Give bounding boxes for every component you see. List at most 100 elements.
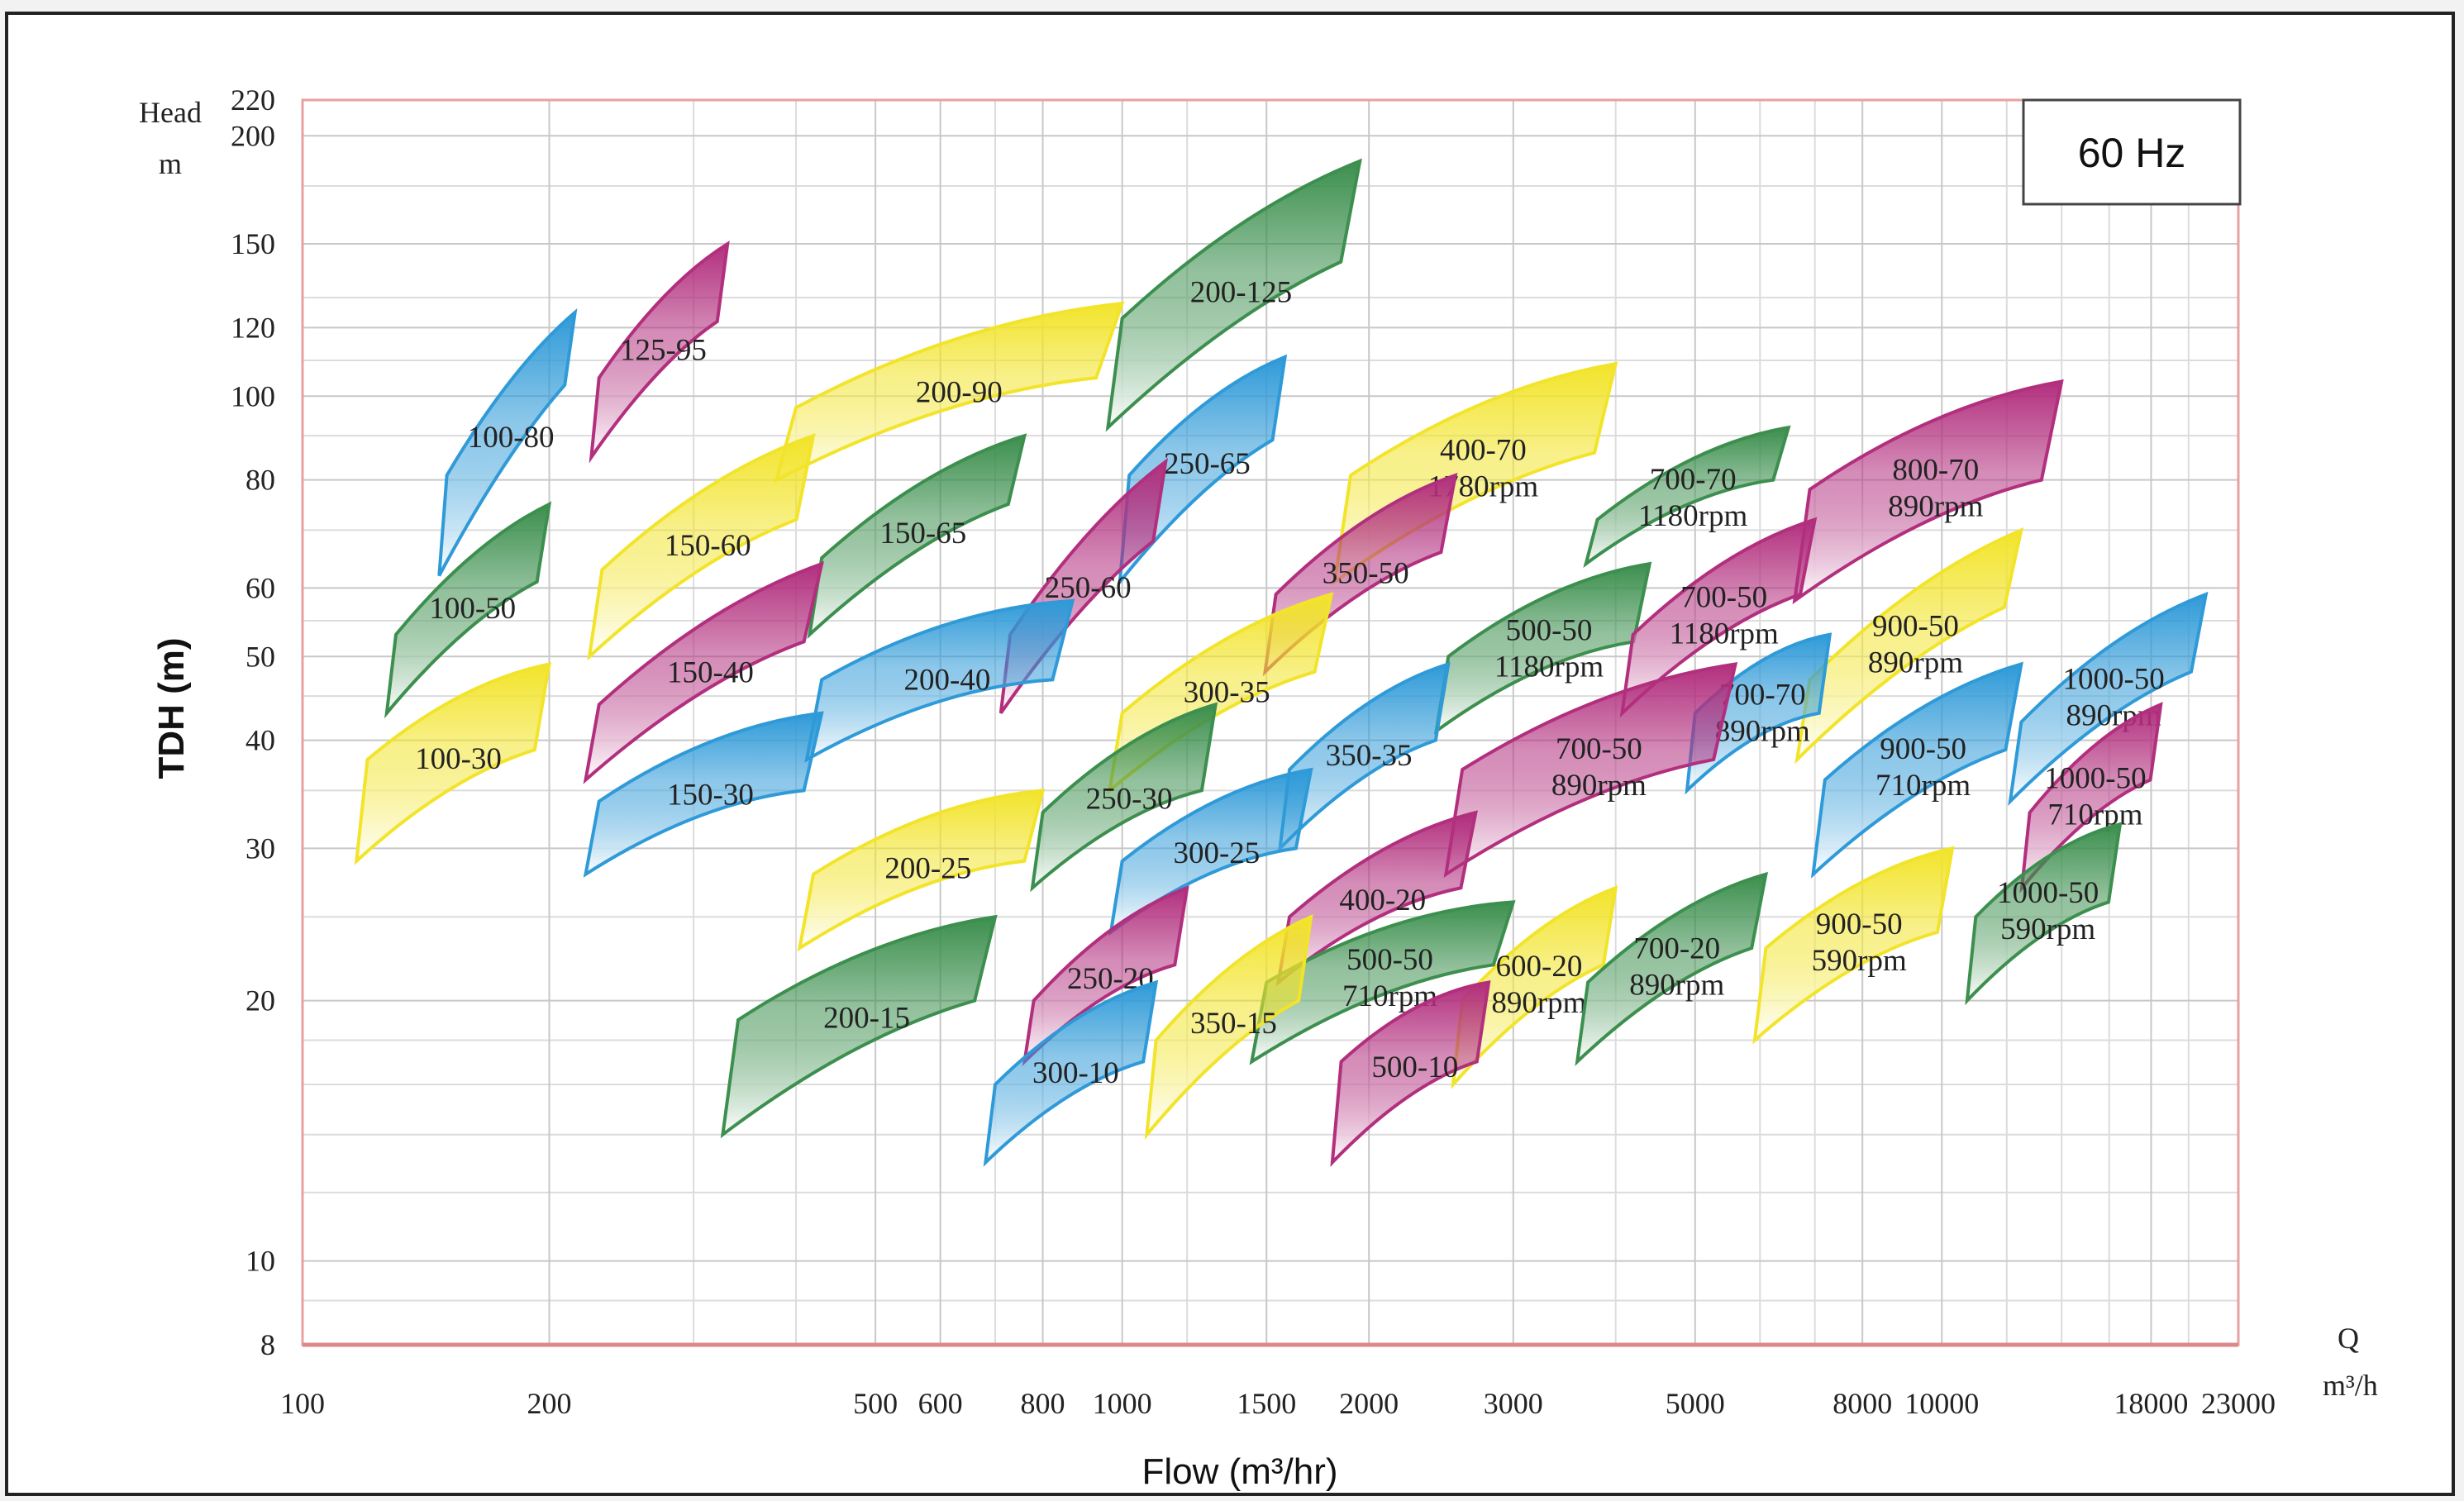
pump-area bbox=[1030, 702, 1218, 893]
pump-area bbox=[774, 301, 1125, 484]
pump-area bbox=[1792, 379, 2064, 605]
pump-region: 200-125 bbox=[1105, 158, 1362, 432]
pump-label: 890rpm bbox=[1888, 489, 1983, 523]
y-tick-label: 30 bbox=[245, 832, 275, 865]
pump-label: 200-15 bbox=[823, 1002, 910, 1036]
pump-label: 700-50 bbox=[1556, 732, 1642, 766]
pump-region: 150-40 bbox=[583, 560, 824, 784]
x-tick-label: 200 bbox=[527, 1387, 572, 1420]
x-unit-q: Q bbox=[2338, 1322, 2359, 1355]
x-axis-label: Flow (m³/hr) bbox=[1141, 1451, 1337, 1492]
y-tick-label: 200 bbox=[231, 119, 275, 152]
pump-region: 200-40 bbox=[804, 598, 1075, 763]
pump-area bbox=[1965, 822, 2123, 1006]
pump-area bbox=[983, 979, 1159, 1167]
pump-label: 1180rpm bbox=[1670, 617, 1779, 651]
pump-area bbox=[1810, 661, 2023, 879]
y-unit-m: m bbox=[159, 147, 182, 180]
pump-label: 350-15 bbox=[1190, 1007, 1277, 1041]
pump-area bbox=[720, 914, 998, 1139]
y-tick-label: 60 bbox=[245, 571, 275, 604]
pump-area bbox=[583, 711, 824, 878]
pump-label: 200-40 bbox=[904, 664, 991, 698]
pump-region: 250-20 bbox=[1022, 885, 1189, 1067]
pump-label: 500-50 bbox=[1346, 943, 1433, 977]
pump-label: 200-125 bbox=[1190, 275, 1292, 309]
pump-area bbox=[804, 598, 1075, 763]
pump-label: 600-20 bbox=[1496, 950, 1583, 984]
pump-area bbox=[1330, 980, 1491, 1167]
pump-label: 590rpm bbox=[2000, 913, 2095, 946]
pump-region: 250-30 bbox=[1030, 702, 1218, 893]
pump-area bbox=[589, 241, 730, 464]
pump-label: 900-50 bbox=[1872, 609, 1959, 643]
pump-label: 590rpm bbox=[1812, 944, 1907, 978]
pump-label: 890rpm bbox=[1629, 968, 1724, 1002]
pump-area bbox=[384, 501, 552, 719]
pump-area bbox=[1443, 662, 1738, 878]
pump-label: 250-30 bbox=[1086, 783, 1173, 817]
pump-label: 350-50 bbox=[1323, 557, 1409, 591]
pump-region: 500-10 bbox=[1330, 980, 1491, 1167]
y-tick-label: 10 bbox=[245, 1245, 275, 1278]
pump-region: 200-25 bbox=[797, 789, 1046, 952]
pump-label: 300-35 bbox=[1184, 676, 1270, 710]
pump-region: 100-80 bbox=[437, 307, 578, 577]
pump-label: 890rpm bbox=[1491, 986, 1586, 1020]
x-tick-label: 2000 bbox=[1339, 1387, 1399, 1420]
x-tick-label: 8000 bbox=[1833, 1387, 1892, 1420]
x-tick-label: 18000 bbox=[2114, 1387, 2188, 1420]
pump-label: 700-50 bbox=[1680, 581, 1767, 615]
pump-region: 250-65 bbox=[1118, 354, 1288, 588]
x-tick-label: 23000 bbox=[2201, 1387, 2276, 1420]
pump-area bbox=[1118, 354, 1288, 588]
x-tick-label: 500 bbox=[853, 1387, 898, 1420]
pump-label: 890rpm bbox=[1868, 646, 1963, 679]
pump-area bbox=[1685, 632, 1833, 795]
pump-label: 200-90 bbox=[916, 376, 1003, 410]
axis-ticks: 100 200 500 600 800 1000 1500 2000 3000 5000 8000 1… bbox=[231, 83, 2276, 1420]
pump-area bbox=[587, 433, 816, 661]
pump-region: 150-65 bbox=[807, 433, 1027, 640]
y-tick-label: 20 bbox=[245, 984, 275, 1017]
pump-label: 800-70 bbox=[1892, 453, 1979, 487]
pump-label: 890rpm bbox=[1715, 714, 1810, 748]
pump-label: 1180rpm bbox=[1638, 499, 1747, 533]
pump-label: 300-25 bbox=[1173, 836, 1260, 870]
pump-label: 150-30 bbox=[667, 779, 754, 812]
frequency-label: 60 Hz bbox=[2078, 130, 2186, 176]
x-tick-label: 3000 bbox=[1484, 1387, 1543, 1420]
pump-label: 150-40 bbox=[667, 656, 754, 690]
pump-label: 890rpm bbox=[1551, 769, 1647, 803]
pump-region: 100-30 bbox=[354, 661, 551, 865]
pump-label: 100-50 bbox=[429, 592, 516, 626]
pump-label: 250-65 bbox=[1164, 447, 1251, 481]
pump-label: 150-65 bbox=[879, 517, 966, 550]
y-tick-label: 80 bbox=[245, 464, 275, 497]
pump-region: 125-95 bbox=[589, 241, 730, 464]
frequency-box bbox=[2022, 98, 2242, 206]
pump-label: 1180rpm bbox=[1494, 650, 1604, 684]
pump-region: 400-20 bbox=[1275, 810, 1478, 987]
pump-label: 900-50 bbox=[1880, 732, 1966, 766]
pump-region: 300-10 bbox=[983, 979, 1159, 1167]
pump-area bbox=[1451, 885, 1618, 1090]
pump-area bbox=[1583, 425, 1791, 569]
pump-label: 710rpm bbox=[2047, 798, 2142, 832]
pump-label: 1000-50 bbox=[2062, 663, 2164, 697]
pump-area bbox=[1249, 900, 1516, 1065]
x-unit-m3h: m³/h bbox=[2323, 1369, 2378, 1402]
pump-area bbox=[1619, 517, 1818, 718]
pump-region: 200-15 bbox=[720, 914, 998, 1139]
pump-label: 300-10 bbox=[1032, 1056, 1119, 1090]
